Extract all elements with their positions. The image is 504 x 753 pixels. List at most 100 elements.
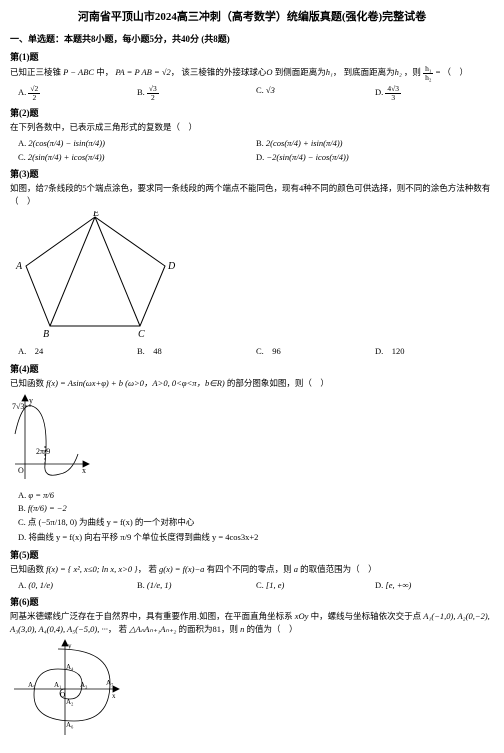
- q2-optD: D. −2(sin(π/4) − icos(π/4)): [256, 152, 494, 162]
- q6-figure: y x O A₁ A₂ A₃ A₄ A₅ A₆ A₇: [10, 639, 494, 741]
- q1-C-val: √3: [266, 85, 275, 95]
- q6-A6: A₆: [66, 721, 74, 729]
- q1-ratio-den: h₂: [423, 74, 433, 82]
- q6-text: 阿基米德螺线广泛存在于自然界中，具有重要作用.如图，在平面直角坐标系 xOy 中…: [10, 610, 494, 636]
- q2-text: 在下列各数中，已表示成三角形式的复数是（ ）: [10, 121, 494, 134]
- q6-xoy: xOy: [295, 611, 309, 621]
- q3-optC: C. 96: [256, 345, 375, 357]
- q5-B-val: (1/e, 1): [147, 580, 172, 590]
- q2-A-val: 2(cos(π/4) − isin(π/4)): [28, 138, 105, 148]
- q1-h1: h₁: [326, 67, 333, 77]
- q4-label-y: y: [29, 396, 33, 405]
- q4-text-b: 的部分图象如图，则（ ）: [227, 378, 329, 388]
- q2-A-lbl: A.: [18, 138, 26, 148]
- q5-C-lbl: C.: [256, 580, 264, 590]
- q5-text-e: 的取值范围为（ ）: [300, 564, 377, 574]
- q1-optB: B. √32: [137, 85, 256, 101]
- q6-head: 第(6)题: [10, 595, 494, 608]
- q4-options: A. φ = π/6 B. f(π/6) = −2 C. 点 (−5π/18, …: [10, 490, 494, 543]
- q2-C-val: 2(sin(π/4) + icos(π/4)): [28, 152, 105, 162]
- q6-label-y: y: [68, 642, 72, 650]
- q1-optD-lbl: D.: [375, 87, 383, 97]
- q4-A-lbl: A.: [18, 490, 26, 500]
- q4-optA: A. φ = π/6: [10, 490, 494, 500]
- q6-text-c: 若: [119, 624, 128, 634]
- q6-A1: A₁: [54, 681, 62, 689]
- q6-text-d: 的面积为81，则: [178, 624, 238, 634]
- q2-optA: A. 2(cos(π/4) − isin(π/4)): [18, 138, 256, 148]
- q1-ratio: h₁h₂: [423, 65, 433, 81]
- q4-optD: D. 将曲线 y = f(x) 向右平移 π/9 个单位长度得到曲线 y = 4…: [10, 531, 494, 543]
- q4-optB: B. f(π/6) = −2: [10, 503, 494, 513]
- q1-text-a: 已知正三棱锥: [10, 67, 61, 77]
- q2-optC: C. 2(sin(π/4) + icos(π/4)): [18, 152, 256, 162]
- q1-text-c: 该三棱锥的外接球球心: [181, 67, 266, 77]
- q2-optB: B. 2(cos(π/4) + isin(π/4)): [256, 138, 494, 148]
- q5-optD: D. [e, +∞): [375, 580, 494, 590]
- q5-D-val: [e, +∞): [385, 580, 411, 590]
- q1-h2: h₂: [395, 67, 402, 77]
- q3-optB: B. 48: [137, 345, 256, 357]
- q6-tri: △AₙAₙ₊₁Aₙ₊₂: [129, 624, 176, 634]
- q5-gfunc: g(x) = f(x)−a: [159, 564, 204, 574]
- q1-D-den: 3: [385, 94, 401, 102]
- exam-title: 河南省平顶山市2024高三冲刺（高考数学）统编版真题(强化卷)完整试卷: [10, 8, 494, 24]
- q5-head: 第(5)题: [10, 548, 494, 561]
- q5-D-lbl: D.: [375, 580, 383, 590]
- q4-D-val: 将曲线 y = f(x) 向右平移 π/9 个单位长度得到曲线 y = 4cos…: [28, 532, 258, 542]
- q5-text-d: a: [294, 564, 298, 574]
- q4-func: f(x) = Asin(ωx+φ) + b (ω>0，A>0, 0<φ<π，b∈…: [46, 378, 225, 388]
- q5-optB: B. (1/e, 1): [137, 580, 256, 590]
- q5-text-a: 已知函数: [10, 564, 44, 574]
- q1-optD: D. 4√33: [375, 85, 494, 101]
- section-heading: 一、单选题：本题共8小题，每小题5分，共40分 (共8题): [10, 32, 494, 45]
- q3-optD: D. 120: [375, 345, 494, 357]
- q1-eq: = （ ）: [436, 67, 468, 77]
- q2-options: A. 2(cos(π/4) − isin(π/4)) B. 2(cos(π/4)…: [10, 138, 494, 162]
- q2-D-lbl: D.: [256, 152, 264, 162]
- q3-label-D: D: [167, 261, 176, 272]
- q1-pabc: P − ABC: [63, 67, 94, 77]
- q4-text-a: 已知函数: [10, 378, 44, 388]
- q1-text: 已知正三棱锥 P − ABC 中， PA = P AB = √2， 该三棱锥的外…: [10, 65, 494, 81]
- q4-C-val: 点 (−5π/18, 0) 为曲线 y = f(x) 的一个对称中心: [28, 517, 194, 527]
- q5-optC: C. [1, e): [256, 580, 375, 590]
- q1-text-f: ，则: [404, 67, 421, 77]
- q3-label-B: B: [43, 329, 49, 339]
- q3-figure: E A D B C: [10, 211, 494, 341]
- q3-head: 第(3)题: [10, 167, 494, 180]
- q2-C-lbl: C.: [18, 152, 26, 162]
- q2-B-lbl: B.: [256, 138, 264, 148]
- q5-options: A. (0, 1/e) B. (1/e, 1) C. [1, e) D. [e,…: [10, 580, 494, 590]
- q1-optB-lbl: B.: [137, 87, 145, 97]
- q3-optA: A. 24: [18, 345, 137, 357]
- q1-B-den: 2: [147, 94, 159, 102]
- q4-val-top: 7√3: [12, 402, 24, 411]
- q1-options: A. √22 B. √32 C. √3 D. 4√33: [10, 85, 494, 101]
- q6-A5: A₅: [28, 681, 36, 689]
- q4-text: 已知函数 f(x) = Asin(ωx+φ) + b (ω>0，A>0, 0<φ…: [10, 377, 494, 390]
- q4-B-lbl: B.: [18, 503, 26, 513]
- q6-n: n: [240, 624, 244, 634]
- q5-text-c: 有四个不同的零点，则: [207, 564, 292, 574]
- q1-optC-lbl: C.: [256, 85, 264, 95]
- q6-label-O: O: [60, 691, 65, 699]
- q6-label-x: x: [112, 692, 116, 700]
- q2-D-val: −2(sin(π/4) − icos(π/4)): [266, 152, 348, 162]
- q3-options: A. 24 B. 48 C. 96 D. 120: [10, 345, 494, 357]
- q1-A-den: 2: [28, 94, 40, 102]
- q5-text-b: 若: [148, 564, 157, 574]
- q1-papb: PA = P AB = √2: [115, 67, 170, 77]
- q6-text-e: 的值为（ ）: [246, 624, 297, 634]
- q1-optC: C. √3: [256, 85, 375, 101]
- q1-text-b: 中，: [96, 67, 113, 77]
- q2-head: 第(2)题: [10, 106, 494, 119]
- q1-optA: A. √22: [18, 85, 137, 101]
- q5-text: 已知函数 f(x) = { x², x≤0; ln x, x>0 }， 若 g(…: [10, 563, 494, 576]
- q6-A7: A₇: [106, 679, 114, 687]
- q6-text-a: 阿基米德螺线广泛存在于自然界中，具有重要作用.如图，在平面直角坐标系: [10, 611, 293, 621]
- q5-func: f(x) = { x², x≤0; ln x, x>0 }: [46, 564, 138, 574]
- q4-label-O: O: [18, 466, 24, 475]
- q6-A2: A₂: [66, 698, 74, 706]
- q3-text: 如图，给7条线段的5个端点涂色，要求同一条线段的两个端点不能同色，现有4种不同的…: [10, 182, 494, 208]
